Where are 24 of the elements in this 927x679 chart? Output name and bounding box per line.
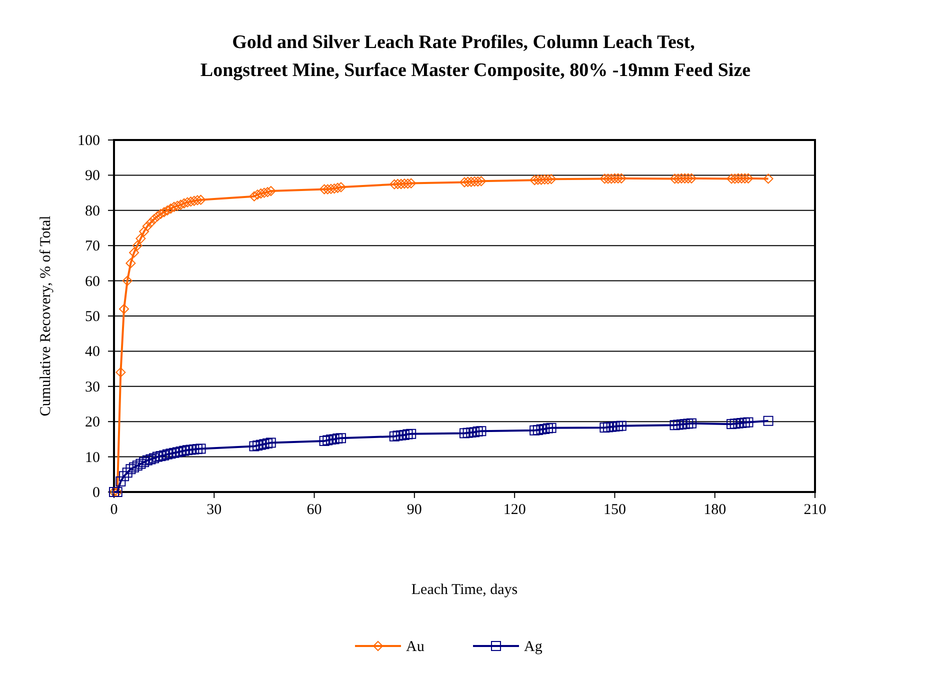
x-tick-label: 180 bbox=[704, 502, 726, 518]
y-tick-label: 40 bbox=[85, 344, 100, 360]
y-tick-label: 70 bbox=[85, 238, 100, 255]
x-axis-title: Leach Time, days bbox=[411, 582, 518, 598]
y-tick-label: 20 bbox=[85, 414, 100, 431]
y-tick-label: 50 bbox=[85, 309, 100, 325]
y-tick-label: 80 bbox=[85, 203, 100, 220]
x-tick-label: 30 bbox=[206, 502, 222, 518]
y-tick-label: 90 bbox=[85, 168, 100, 184]
x-tick-label: 120 bbox=[503, 502, 526, 518]
y-tick-label: 100 bbox=[78, 133, 100, 149]
legend-label: Ag bbox=[524, 639, 543, 655]
legend-label: Au bbox=[406, 639, 425, 655]
x-tick-label: 60 bbox=[306, 502, 322, 518]
x-tick-label: 90 bbox=[406, 502, 422, 518]
y-axis-title: Cumulative Recovery, % of Total bbox=[38, 216, 54, 416]
chart-title: Gold and Silver Leach Rate Profiles, Column Leach Test, Longstreet Mine, Surface Master Composite, 80% -19mm Feed Size bbox=[200, 32, 751, 81]
y-tick-label: 30 bbox=[85, 379, 100, 396]
y-tick-label: 10 bbox=[85, 450, 100, 466]
x-tick-label: 0 bbox=[110, 502, 118, 518]
y-tick-label: 0 bbox=[92, 485, 100, 501]
y-tick-label: 60 bbox=[85, 274, 100, 290]
x-tick-label: 150 bbox=[603, 502, 626, 518]
x-tick-label: 210 bbox=[804, 502, 826, 518]
